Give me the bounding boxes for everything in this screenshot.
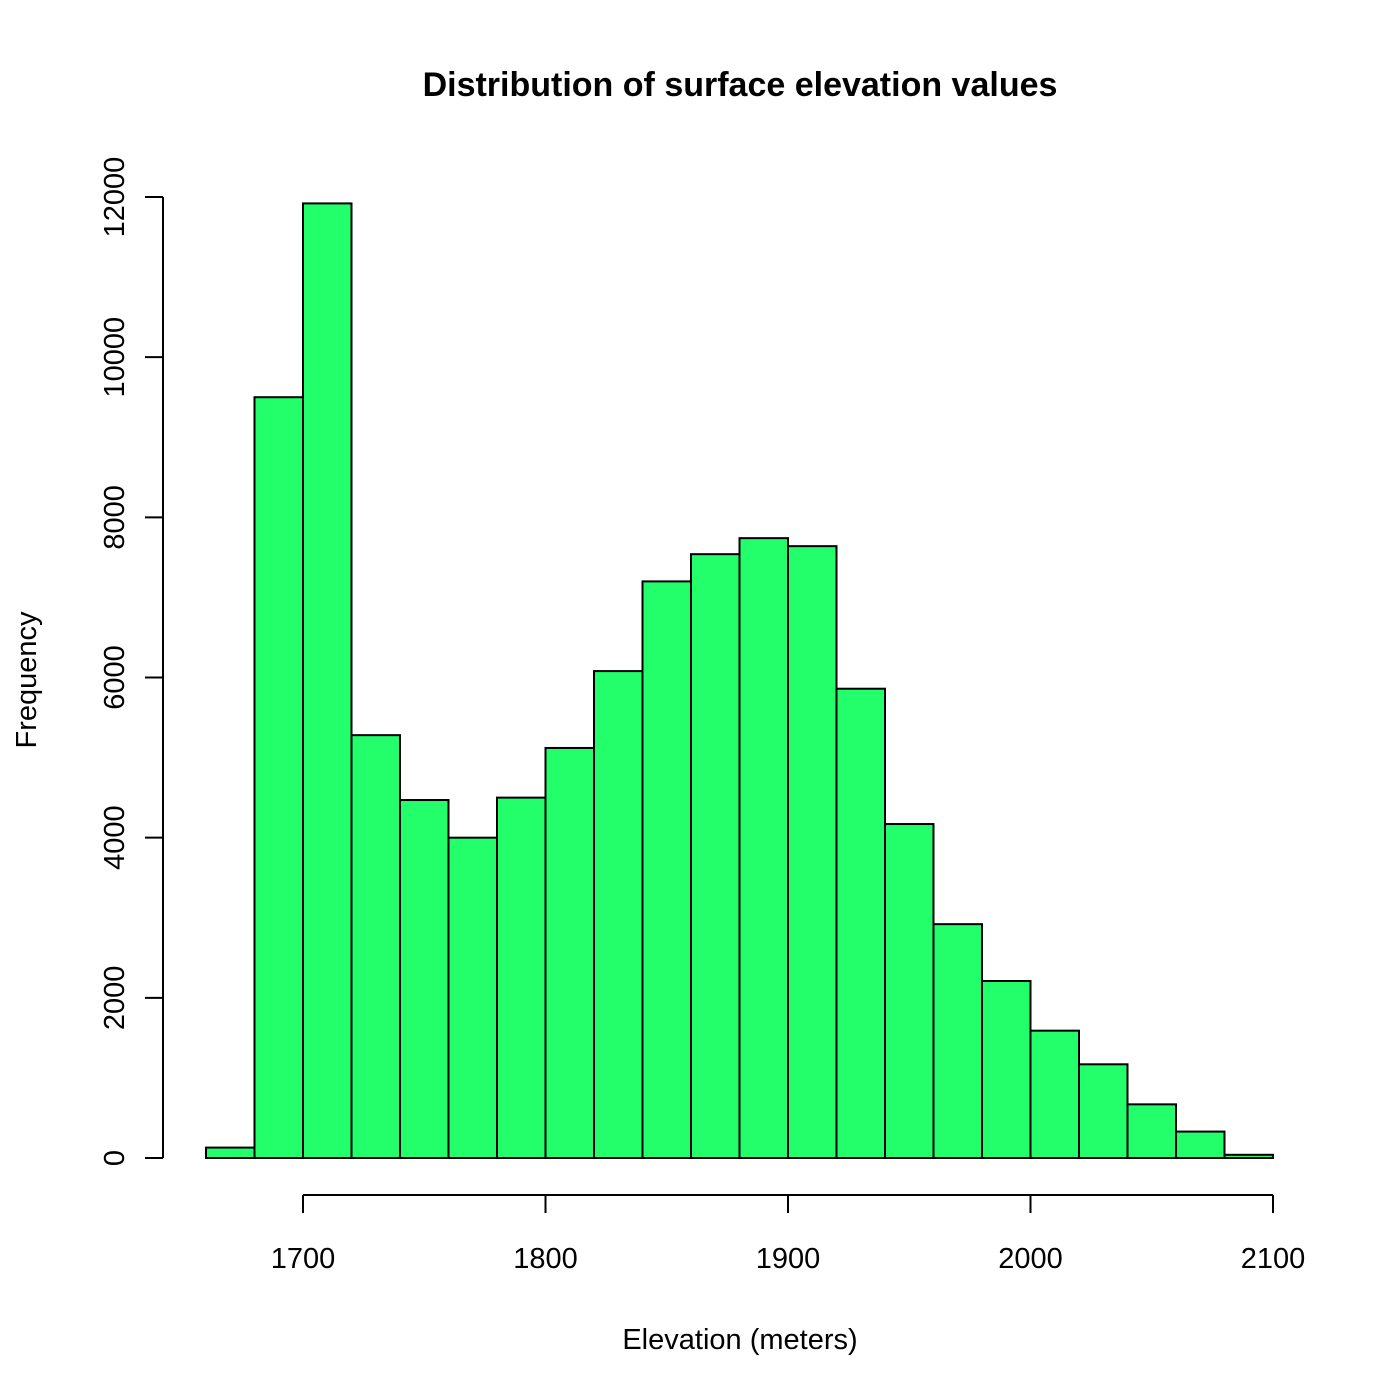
y-tick-label: 4000	[99, 805, 131, 870]
histogram-bar	[835, 687, 886, 1159]
histogram-bar	[690, 553, 741, 1159]
histogram-bar	[1078, 1063, 1129, 1159]
x-tick-label: 1800	[513, 1243, 578, 1275]
histogram-bar	[981, 980, 1032, 1159]
y-tick-label: 10000	[99, 317, 131, 398]
y-tick-label: 6000	[99, 645, 131, 710]
histogram-bar	[253, 396, 304, 1160]
x-tick-label: 2000	[998, 1243, 1063, 1275]
histogram-bar	[544, 746, 595, 1159]
histogram-bar	[350, 734, 401, 1159]
histogram-bar	[447, 836, 498, 1160]
histogram-bar	[1175, 1130, 1226, 1160]
y-axis-label: Frequency	[11, 611, 43, 749]
histogram-bar	[884, 823, 935, 1159]
y-tick-label: 8000	[99, 485, 131, 550]
histogram-bar	[399, 799, 450, 1160]
histogram-bar	[1126, 1103, 1177, 1159]
histogram-bar	[641, 580, 692, 1159]
y-tick-label: 0	[99, 1150, 131, 1166]
histogram-bar	[1029, 1029, 1080, 1159]
y-axis: 0 2000 4000 6000 8000 10000 12000	[99, 157, 164, 1166]
histogram-bar	[302, 202, 353, 1159]
histogram-bar	[205, 1146, 256, 1159]
y-tick-label: 2000	[99, 966, 131, 1031]
histogram-bar	[787, 545, 838, 1159]
x-tick-label: 1700	[271, 1243, 336, 1275]
histogram-bar	[1223, 1153, 1274, 1159]
histogram-bar	[932, 923, 983, 1160]
chart-title: Distribution of surface elevation values	[423, 66, 1058, 104]
x-tick-label: 2100	[1241, 1243, 1306, 1275]
histogram-bar	[496, 796, 547, 1159]
histogram-bar	[593, 670, 644, 1159]
x-tick-label: 1900	[756, 1243, 821, 1275]
bars-group	[205, 202, 1274, 1160]
x-axis-label: Elevation (meters)	[622, 1324, 857, 1356]
histogram-bar	[738, 537, 789, 1159]
x-axis: 1700 1800 1900 2000 2100	[271, 1194, 1306, 1275]
y-tick-label: 12000	[99, 157, 131, 238]
